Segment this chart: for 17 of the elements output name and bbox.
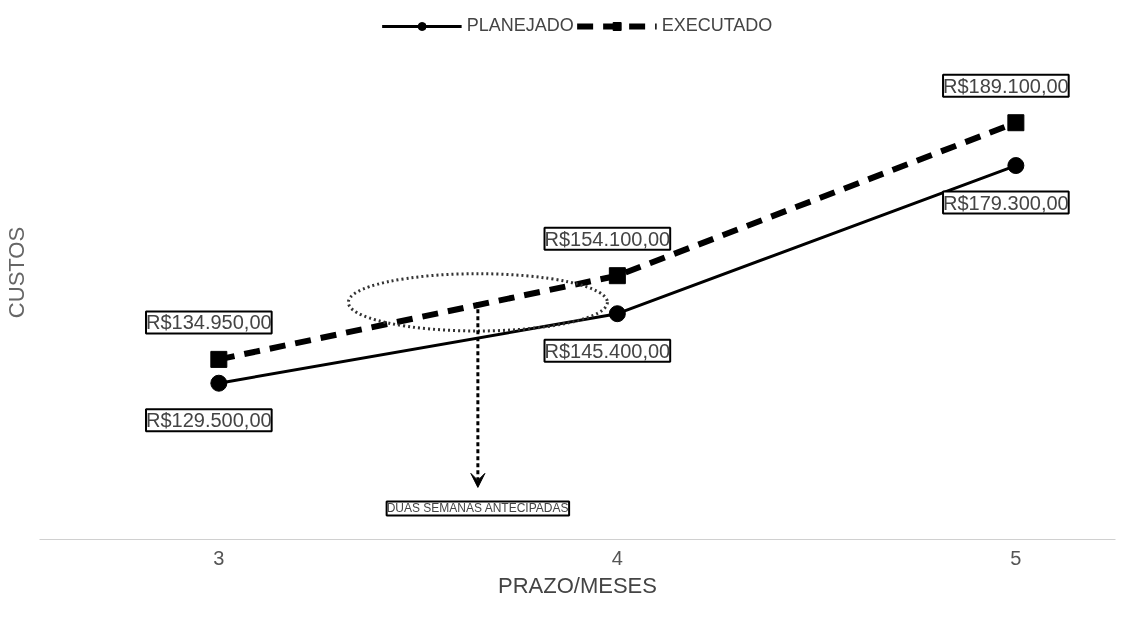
legend-label: PLANEJADO [466, 15, 574, 36]
x-tick-label: 5 [1010, 546, 1022, 569]
legend-label: EXECUTADO [661, 15, 773, 36]
y-axis-title: CUSTOS [3, 226, 29, 319]
point [1007, 114, 1025, 132]
point [210, 350, 228, 368]
x-axis-title: PRAZO/MESES [498, 572, 657, 598]
data-label: R$134.950,00 [146, 311, 272, 334]
point [608, 267, 626, 285]
x-tick-label: 3 [213, 546, 225, 569]
data-label: R$189.100,00 [943, 74, 1069, 97]
point [210, 374, 228, 392]
point [608, 305, 626, 323]
data-label: R$179.300,00 [943, 191, 1069, 214]
point [1007, 157, 1025, 175]
data-label: R$129.500,00 [146, 409, 272, 432]
x-tick-label: 4 [611, 546, 623, 569]
